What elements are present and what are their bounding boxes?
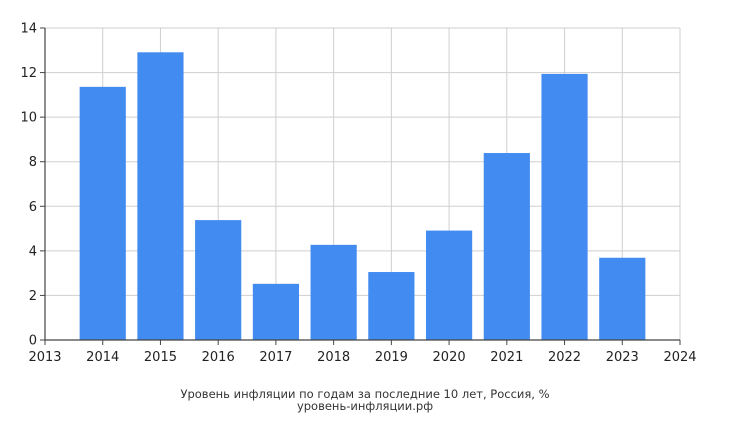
y-tick-label: 12	[20, 66, 37, 81]
x-tick-label: 2016	[202, 350, 235, 365]
bar-2023	[599, 257, 646, 340]
bar-2020	[426, 230, 473, 340]
bar-2015	[137, 52, 184, 340]
bar-2018	[310, 244, 357, 340]
bar-2017	[252, 283, 299, 340]
x-tick-label: 2020	[433, 350, 466, 365]
x-tick-label: 2013	[28, 350, 61, 365]
y-tick-label: 10	[20, 111, 37, 126]
chart-source: уровень-инфляции.рф	[296, 399, 434, 413]
y-tick-label: 8	[29, 155, 37, 170]
axes	[40, 27, 681, 345]
bar-2016	[195, 220, 242, 340]
x-tick-labels: 2013 2014 2015 2016 2017 2018 2019 2020 2021 2022…	[28, 350, 696, 365]
y-tick-label: 14	[20, 22, 37, 37]
x-tick-label: 2014	[86, 350, 119, 365]
y-tick-label: 2	[29, 289, 37, 304]
bar-2022	[541, 73, 588, 340]
x-tick-label: 2017	[259, 350, 292, 365]
bar-2019	[368, 272, 415, 340]
x-tick-label: 2021	[490, 350, 523, 365]
x-tick-label: 2024	[663, 350, 696, 365]
x-tick-label: 2023	[606, 350, 639, 365]
y-tick-label: 4	[29, 244, 37, 259]
chart-caption: Уровень инфляции по годам за последние 1…	[180, 387, 550, 401]
bar-2021	[483, 153, 530, 340]
bars	[79, 52, 646, 340]
y-tick-labels: 0 2 4 6 8 10 12 14	[20, 22, 37, 349]
y-tick-label: 6	[29, 200, 37, 215]
x-tick-label: 2019	[375, 350, 408, 365]
y-tick-label: 0	[29, 334, 37, 349]
x-tick-label: 2022	[548, 350, 581, 365]
bar-2014	[79, 86, 126, 340]
x-tick-label: 2015	[144, 350, 177, 365]
x-tick-label: 2018	[317, 350, 350, 365]
